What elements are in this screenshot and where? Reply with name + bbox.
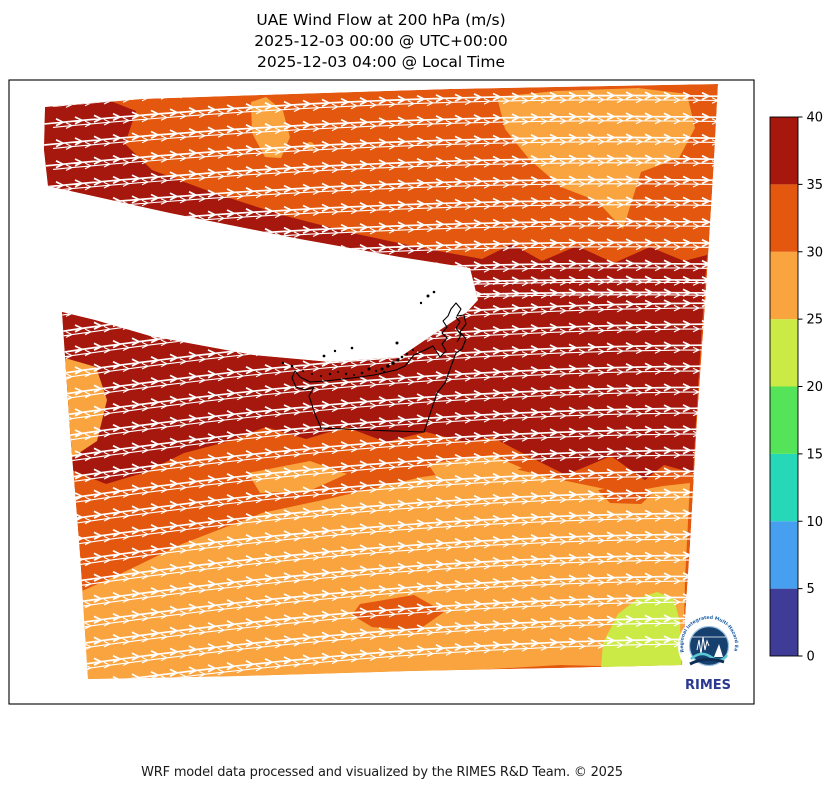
colorbar-band	[770, 386, 798, 454]
island-dot	[290, 364, 294, 368]
logo-wordmark: RIMES	[685, 678, 731, 693]
island-dot	[405, 352, 409, 356]
figure-title-line2: 2025-12-03 00:00 @ UTC+00:00	[254, 32, 507, 50]
island-dot	[382, 370, 386, 374]
island-dot	[337, 371, 339, 373]
island-dot	[333, 349, 337, 353]
tower-icon	[714, 644, 723, 657]
island-dot	[320, 375, 322, 377]
colorbar-tick-label: 0	[807, 650, 815, 665]
island-dot	[374, 369, 378, 373]
figure-title-line1: UAE Wind Flow at 200 hPa (m/s)	[256, 11, 505, 29]
island-dot	[322, 354, 326, 358]
coastline-path	[439, 302, 467, 358]
colorbar-band	[770, 588, 798, 656]
colorbar-tick-label: 5	[807, 582, 815, 597]
island-dot	[367, 367, 371, 371]
footer-credit: WRF model data processed and visualized …	[141, 765, 623, 780]
colorbar-tick-label: 25	[807, 313, 824, 328]
colorbar-band	[770, 184, 798, 252]
island-dot	[360, 371, 364, 375]
island-dot	[344, 372, 348, 376]
island-dot	[426, 294, 430, 298]
island-dot	[396, 358, 400, 362]
colorbar-tick-label: 15	[807, 447, 824, 462]
island-dot	[419, 301, 423, 305]
island-dot	[432, 290, 436, 294]
figure-title-line3: 2025-12-03 04:00 @ Local Time	[257, 53, 505, 71]
colorbar-tick-label: 35	[807, 178, 824, 193]
contour-25-30	[428, 455, 522, 481]
colorbar-tick-label: 10	[807, 515, 824, 530]
contour-20-25	[600, 592, 681, 679]
island-dot	[328, 372, 332, 376]
island-dot	[395, 341, 399, 345]
contour-30-35-patch	[352, 595, 444, 631]
colorbar-band	[770, 251, 798, 320]
colorbar: 0 5 10 15 20 25 30 35 40	[769, 111, 824, 665]
colorbar-band	[770, 453, 798, 522]
island-dot	[311, 373, 313, 375]
island-dot	[302, 370, 304, 372]
island-dot	[386, 364, 390, 368]
coastline-path	[455, 316, 462, 343]
island-dot	[350, 346, 354, 350]
colorbar-band	[770, 521, 798, 589]
colorbar-tick-label: 40	[807, 111, 824, 126]
colorbar-tick-label: 30	[807, 245, 824, 260]
wave-icon	[690, 652, 729, 662]
colorbar-band	[770, 319, 798, 387]
plot-frame	[8, 79, 755, 705]
colorbar-band	[770, 117, 798, 185]
island-dot	[353, 374, 355, 376]
colorbar-tick-label: 20	[807, 380, 824, 395]
island-dot	[391, 361, 395, 365]
uae-coastline	[281, 290, 467, 433]
island-dot	[412, 349, 414, 351]
island-dot	[281, 361, 285, 365]
island-dot	[380, 367, 384, 371]
contour-30-35-patch	[598, 485, 654, 504]
coastline-path	[291, 345, 457, 433]
island-dot	[400, 355, 404, 359]
dark-wave-icon	[689, 657, 725, 666]
